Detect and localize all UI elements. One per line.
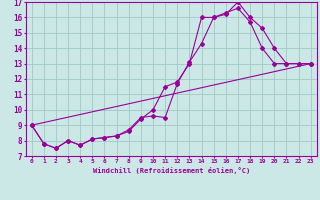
- X-axis label: Windchill (Refroidissement éolien,°C): Windchill (Refroidissement éolien,°C): [92, 167, 250, 174]
